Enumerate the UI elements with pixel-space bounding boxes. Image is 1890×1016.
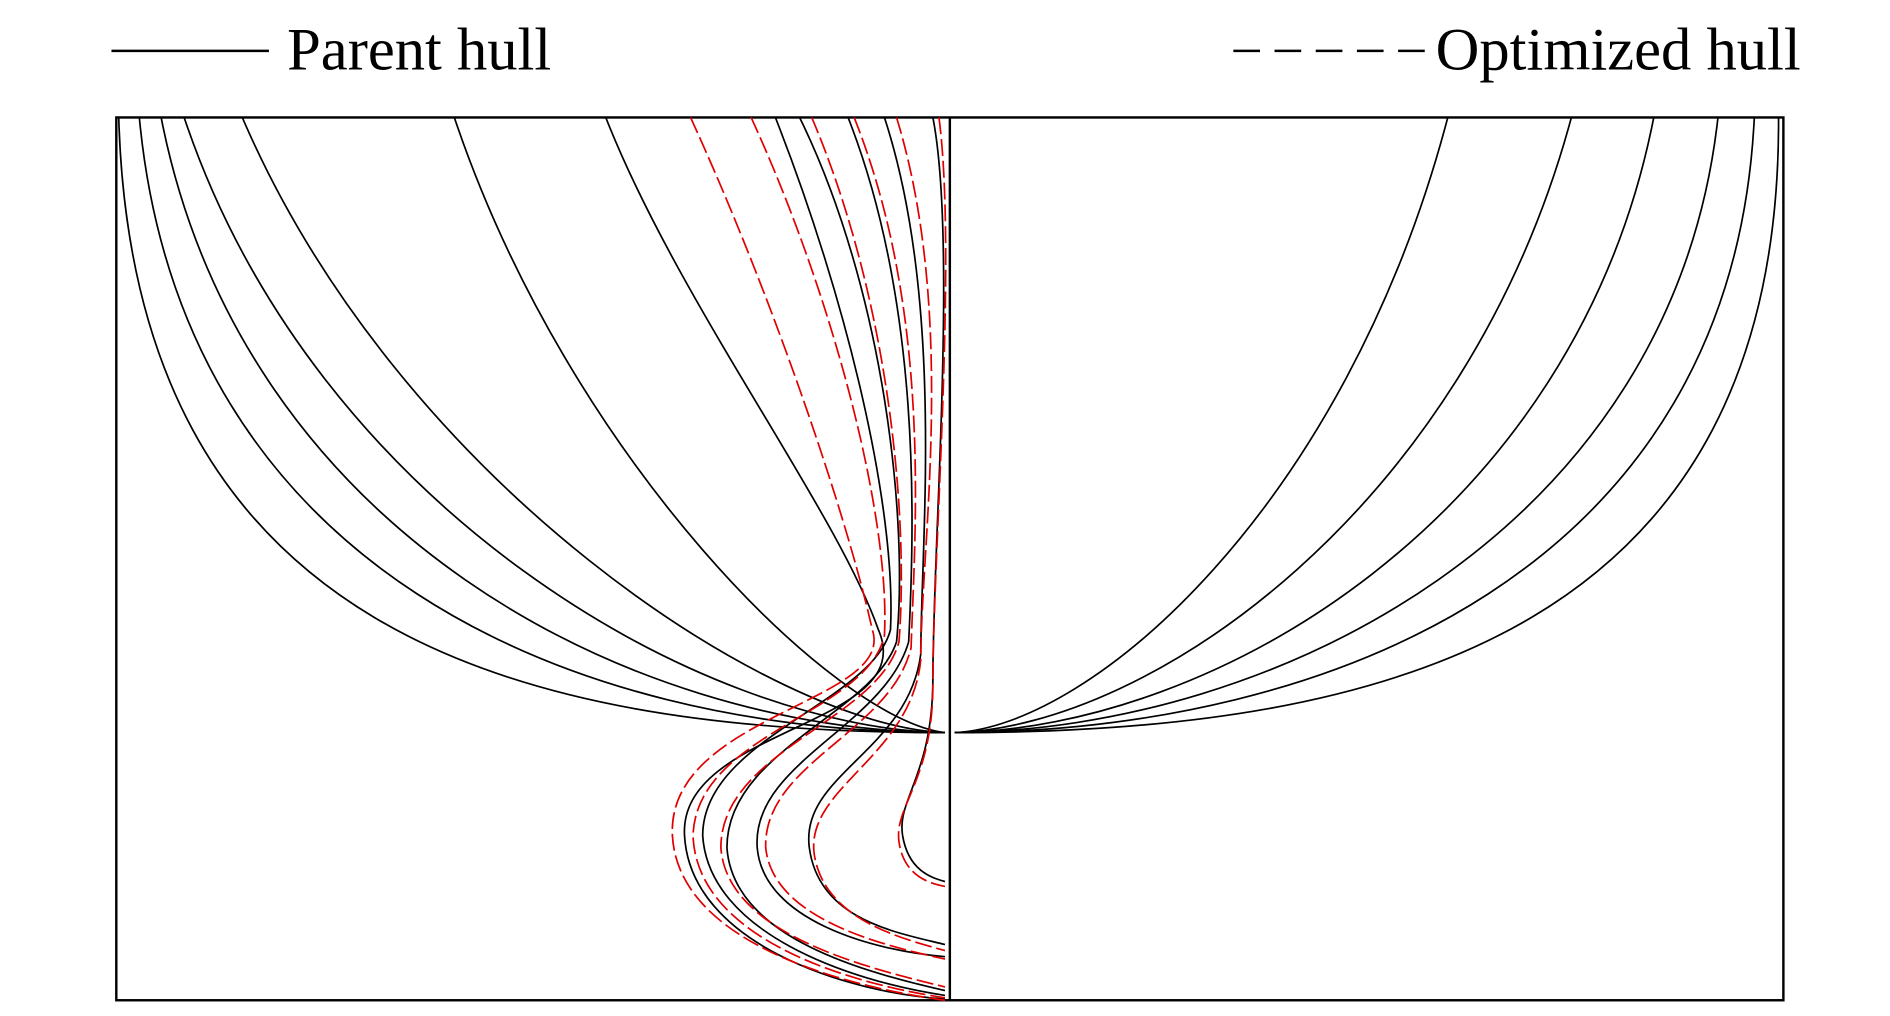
- aft-sections: [117, 117, 946, 734]
- fore-sections: [954, 117, 1780, 734]
- stern-optimized: [671, 117, 947, 1002]
- legend-optimized: Optimized hull: [1436, 17, 1801, 84]
- legend-parent: Parent hull: [287, 17, 551, 84]
